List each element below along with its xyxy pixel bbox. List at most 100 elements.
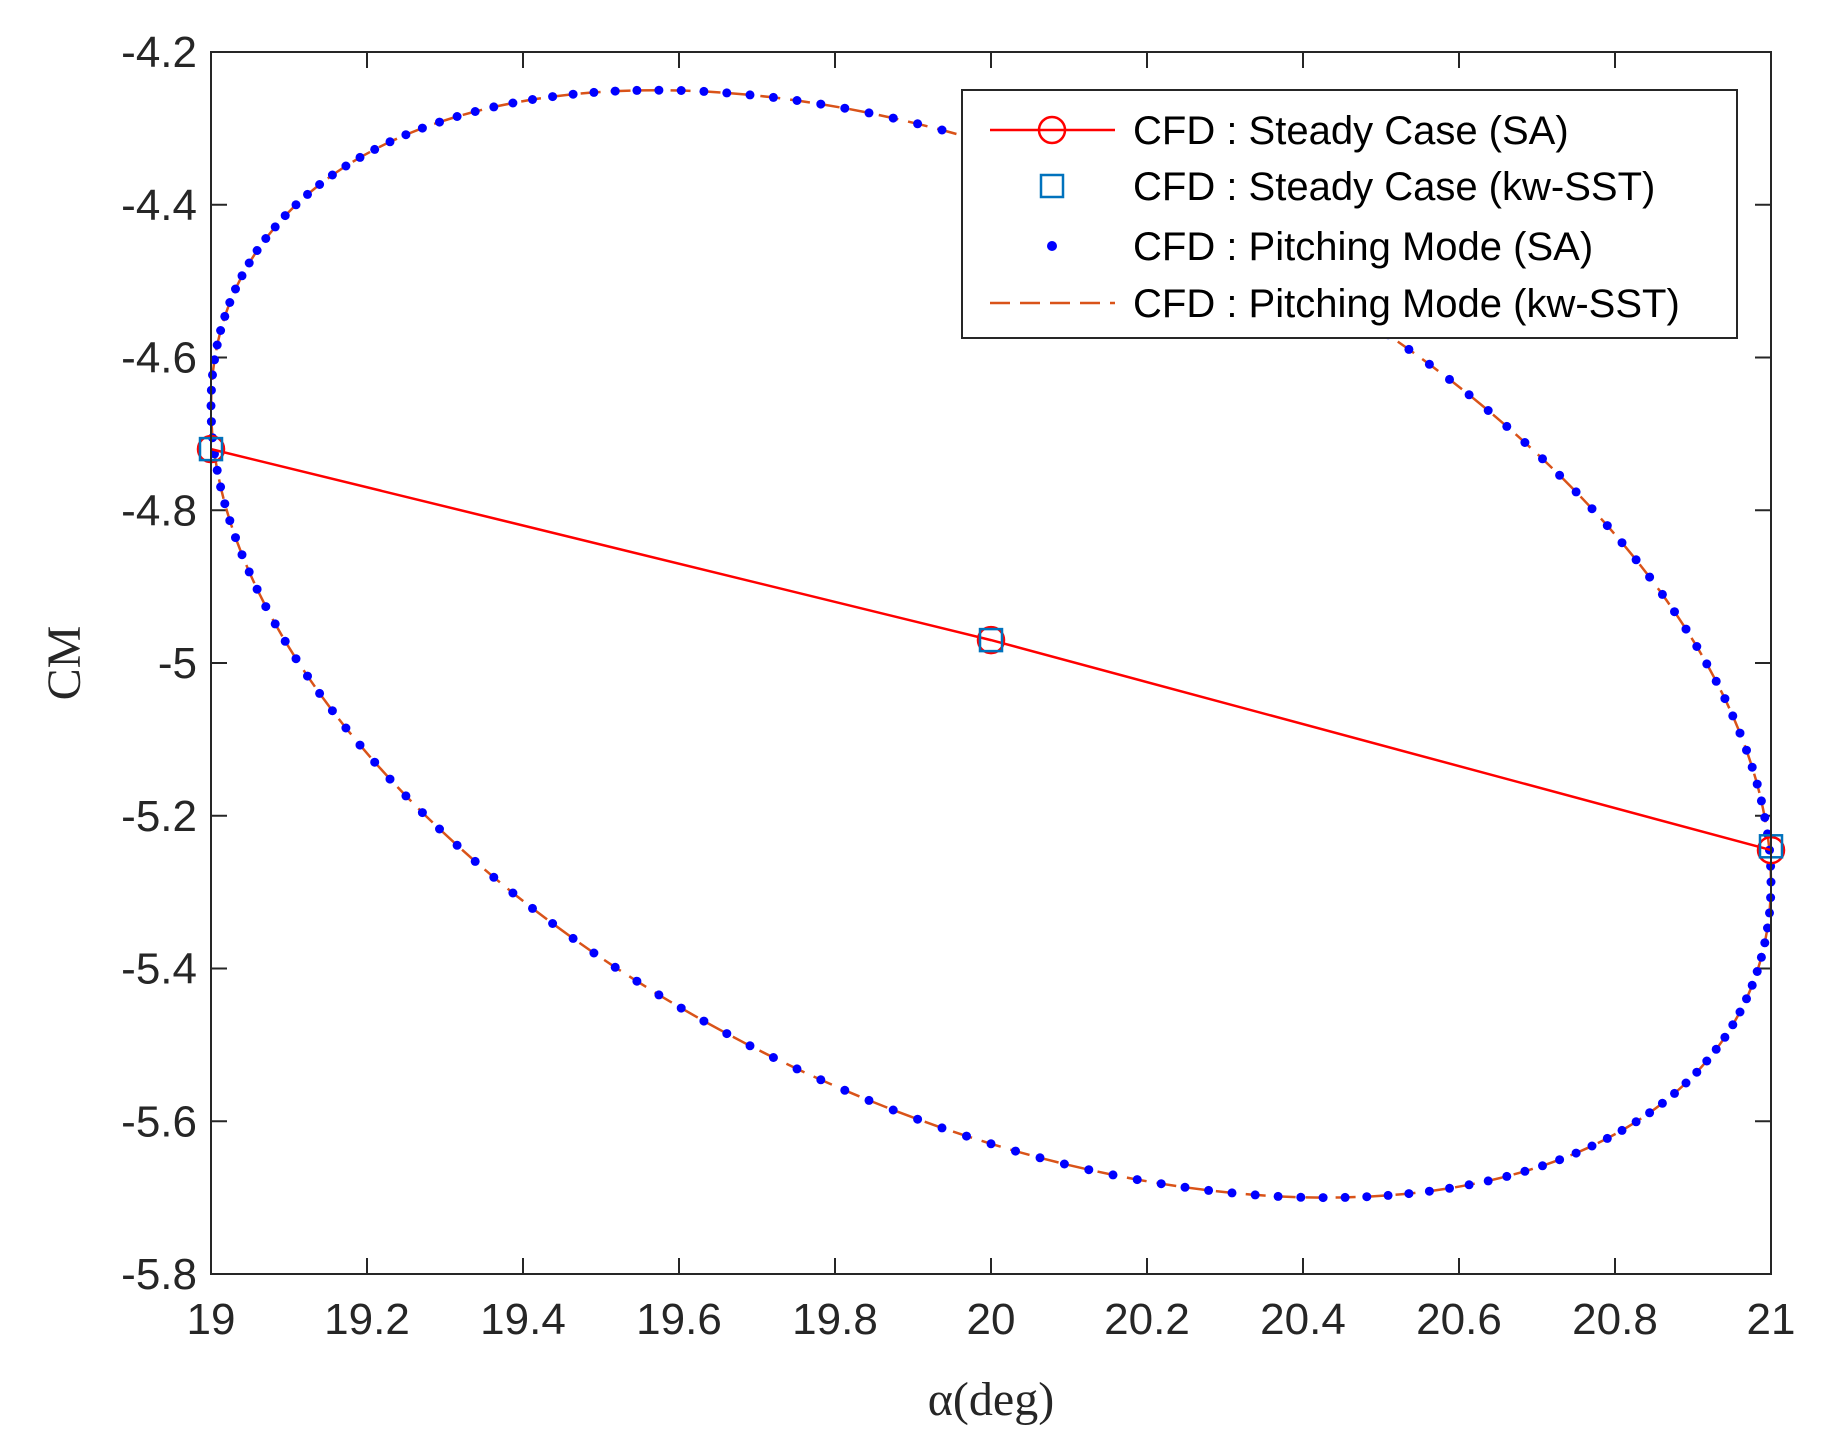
series-pitching-sa-point	[470, 856, 480, 866]
series-pitching-sa-point	[210, 355, 219, 365]
series-pitching-sa-point	[291, 654, 301, 664]
y-axis-title: CM	[38, 626, 91, 701]
series-pitching-sa-point	[1424, 359, 1434, 369]
series-pitching-sa-point	[1483, 1176, 1493, 1186]
series-pitching-sa-point	[1631, 555, 1641, 565]
series-pitching-sa-point	[1670, 1088, 1679, 1098]
series-pitching-sa-point	[1692, 1067, 1702, 1077]
series-pitching-sa-point	[1296, 1192, 1306, 1202]
series-pitching-sa-point	[888, 1105, 898, 1115]
series-pitching-sa-point	[1657, 1098, 1667, 1108]
legend-marker-pitching-sa	[1047, 241, 1057, 251]
series-pitching-sa-point	[341, 161, 351, 171]
series-pitching-sa-point	[1502, 421, 1512, 431]
series-pitching-sa-point	[1132, 1175, 1142, 1185]
series-pitching-sa-point	[1059, 1159, 1069, 1169]
series-pitching-sa-point	[1747, 980, 1757, 990]
series-pitching-sa-point	[745, 1041, 755, 1051]
series-pitching-sa-point	[244, 567, 254, 577]
series-pitching-sa-point	[261, 234, 271, 243]
series-pitching-sa-point	[1681, 1078, 1691, 1088]
series-pitching-sa-point	[1383, 1190, 1393, 1200]
series-pitching-sa-point	[252, 584, 262, 594]
series-pitching-sa-point	[1340, 1192, 1350, 1202]
series-pitching-sa-point	[208, 370, 217, 380]
series-pitching-sa-point	[589, 948, 599, 958]
series-pitching-sa-point	[528, 95, 537, 104]
series-pitching-sa-point	[1617, 1125, 1627, 1135]
series-pitching-sa-point	[291, 200, 301, 210]
series-pitching-sa-point	[528, 903, 537, 913]
series-pitching-sa-point	[792, 96, 802, 105]
x-tick-label: 19.6	[636, 1295, 722, 1344]
series-pitching-sa-point	[327, 170, 337, 180]
series-pitching-sa-point	[1735, 728, 1745, 738]
x-tick-label: 21	[1747, 1295, 1796, 1344]
series-pitching-sa-point	[1520, 438, 1530, 447]
legend-box	[961, 89, 1738, 339]
series-pitching-sa-point	[489, 102, 499, 112]
series-pitching-sa-point	[270, 619, 280, 629]
series-pitching-sa-point	[1555, 470, 1565, 480]
series-pitching-sa-point	[470, 107, 480, 116]
legend-label-pitching-kw-sst: CFD : Pitching Mode (kw-SST)	[1133, 282, 1680, 326]
series-pitching-sa-point	[1617, 538, 1627, 548]
series-pitching-sa-point	[1752, 779, 1762, 789]
series-pitching-sa-point	[489, 872, 499, 882]
series-pitching-sa-point	[220, 499, 230, 509]
series-pitching-sa-point	[589, 87, 599, 97]
y-tick-labels: -4.2 -4.4 -4.6 -4.8 -5 -5.2 -5.4 -5.6 -5.8	[121, 28, 197, 1299]
series-pitching-sa-point	[1602, 1133, 1612, 1143]
series-pitching-sa-point	[280, 211, 290, 221]
series-pitching-sa-point	[816, 1075, 826, 1085]
series-pitching-sa-point	[1502, 1171, 1512, 1181]
series-pitching-sa-point	[864, 108, 874, 118]
series-pitching-sa-point	[452, 112, 462, 121]
series-pitching-sa-point	[1720, 1032, 1730, 1042]
series-pitching-sa-point	[1250, 1190, 1260, 1200]
series-pitching-sa-point	[1587, 504, 1597, 514]
x-tick-label: 19.4	[480, 1295, 566, 1344]
y-tick-label: -5	[158, 639, 197, 688]
series-pitching-sa-point	[1711, 676, 1721, 686]
series-pitching-sa-point	[632, 976, 642, 986]
series-pitching-sa-point	[1760, 938, 1770, 948]
series-pitching-sa-point	[768, 1053, 778, 1062]
series-pitching-sa-point	[252, 246, 262, 255]
series-pitching-sa-point	[508, 98, 518, 108]
series-pitching-sa-point	[768, 92, 778, 102]
series-pitching-sa-point	[1587, 1141, 1597, 1151]
series-pitching-sa-point	[1404, 1189, 1414, 1199]
series-pitching-sa-point	[864, 1095, 874, 1105]
series-pitching-sa-point	[1681, 624, 1691, 634]
series-pitching-sa-point	[1464, 390, 1474, 400]
series-pitching-sa-point	[1670, 607, 1679, 617]
series-pitching-sa-point	[1108, 1170, 1118, 1180]
x-tick-label: 19.8	[792, 1295, 878, 1344]
y-tick-label: -5.4	[121, 945, 197, 994]
y-tick-label: -4.2	[121, 28, 197, 77]
x-tick-label: 19.2	[324, 1295, 410, 1344]
series-pitching-sa-point	[508, 888, 518, 898]
x-tick-label: 20.2	[1104, 1295, 1190, 1344]
series-pitching-sa-point	[401, 130, 411, 140]
series-pitching-sa-point	[1520, 1166, 1530, 1176]
plot-frame	[210, 51, 1772, 1275]
series-pitching-sa-point	[1735, 1007, 1745, 1017]
series-pitching-sa-point	[1204, 1185, 1214, 1195]
series-pitching-sa-point	[385, 137, 395, 147]
series-pitching-sa-point	[745, 90, 755, 100]
series-pitching-sa-point	[548, 919, 558, 928]
series-pitching-sa-point	[225, 298, 235, 307]
series-pitching-sa-point	[212, 465, 222, 475]
series-pitching-sa-point	[1084, 1165, 1094, 1175]
legend-marker-steady-sa	[1037, 115, 1067, 145]
series-pitching-sa-point	[654, 85, 664, 95]
series-pitching-sa-point	[610, 962, 620, 972]
series-pitching-sa-point	[315, 180, 325, 189]
series-pitching-sa-point	[888, 113, 898, 123]
series-steady-sa-line	[210, 447, 1772, 852]
series-pitching-sa-point	[1362, 1192, 1372, 1202]
x-tick-label: 20.4	[1260, 1295, 1346, 1344]
